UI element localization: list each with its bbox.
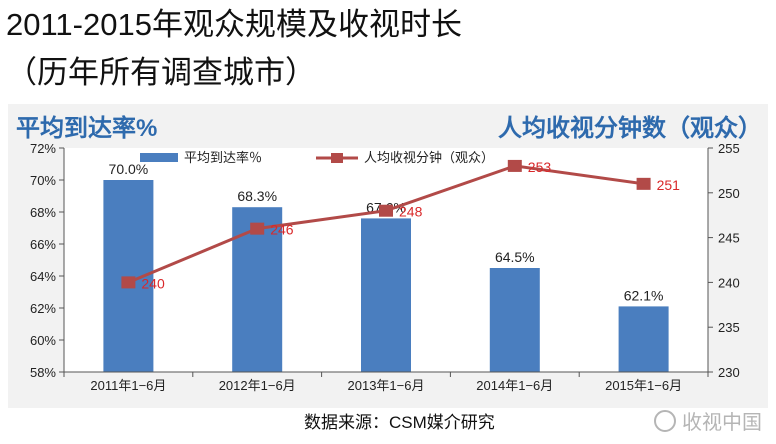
bar: [361, 218, 411, 372]
watermark: 收视中国: [654, 408, 762, 438]
x-tick-label: 2013年1−6月: [348, 378, 425, 393]
line-marker: [121, 276, 136, 289]
line-marker: [636, 177, 651, 190]
bar: [489, 268, 540, 372]
bar-value-label: 62.1%: [624, 287, 664, 303]
left-tick-label: 60%: [30, 333, 56, 348]
line-value-label: 251: [657, 177, 681, 193]
right-tick-label: 245: [718, 231, 740, 246]
left-tick-label: 64%: [30, 269, 56, 284]
legend-bar-swatch: [140, 153, 178, 162]
chart-subtitle: （历年所有调查城市）: [6, 55, 316, 90]
bar-value-label: 70.0%: [109, 161, 149, 177]
right-tick-label: 230: [718, 365, 740, 380]
bar-value-label: 64.5%: [495, 249, 535, 265]
x-tick-label: 2011年1−6月: [90, 378, 166, 393]
left-tick-label: 70%: [30, 173, 56, 188]
right-tick-label: 240: [718, 275, 740, 290]
line-value-label: 253: [528, 159, 552, 175]
line-marker: [250, 222, 265, 235]
right-tick-label: 250: [718, 186, 740, 201]
right-axis-title: 人均收视分钟数（观众）: [498, 115, 762, 142]
left-tick-label: 58%: [30, 365, 56, 380]
watermark-label: 收视中国: [682, 412, 762, 434]
left-tick-label: 68%: [30, 205, 56, 220]
left-tick-label: 72%: [30, 141, 56, 156]
line-value-label: 248: [399, 204, 423, 220]
x-tick-label: 2012年1−6月: [219, 378, 296, 393]
data-source: 数据来源：CSM媒介研究: [304, 413, 495, 432]
legend-line-marker: [331, 153, 343, 163]
line-value-label: 240: [141, 275, 165, 291]
line-marker: [379, 204, 393, 217]
right-tick-label: 255: [718, 141, 740, 156]
x-tick-label: 2015年1−6月: [605, 378, 682, 393]
left-tick-label: 62%: [30, 301, 56, 316]
left-tick-label: 66%: [30, 237, 56, 252]
chart-title: 2011-2015年观众规模及收视时长: [6, 7, 462, 42]
bar: [618, 306, 669, 372]
legend-line-label: 人均收视分钟（观众）: [364, 150, 494, 165]
left-axis-title: 平均到达率%: [16, 115, 158, 142]
right-tick-label: 235: [718, 320, 740, 335]
line-marker: [507, 159, 522, 172]
bar-value-label: 68.3%: [237, 188, 277, 204]
line-value-label: 246: [270, 222, 294, 238]
x-tick-label: 2014年1−6月: [476, 378, 553, 393]
legend-bar-label: 平均到达率％: [184, 150, 262, 165]
chat-bubble-icon: [654, 410, 676, 432]
